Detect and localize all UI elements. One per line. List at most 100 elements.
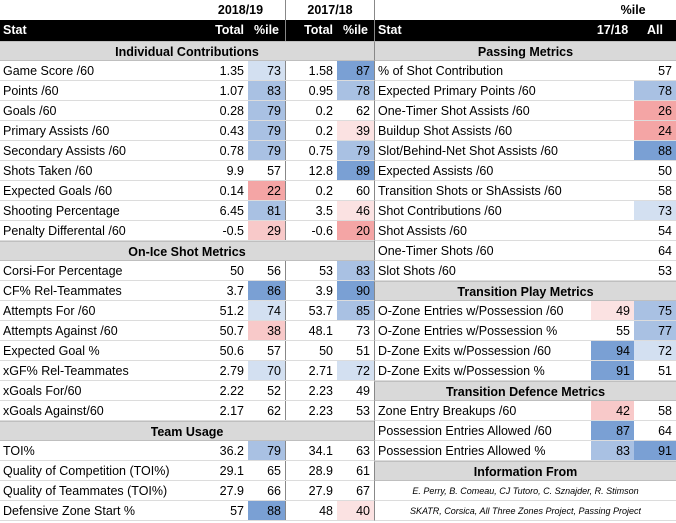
table-row: Defensive Zone Start % 57 88 48 40 [0,501,374,521]
pctile-all: 26 [634,101,676,120]
pctile-2018-19: 83 [248,81,285,100]
section-header: Individual Contributions [0,41,374,61]
table-row: Goals /60 0.28 79 0.2 62 [0,101,374,121]
pctile-all: 58 [658,184,672,198]
table-row: % of Shot Contribution 57 [374,61,676,81]
pctile-all: 64 [658,244,672,258]
pctile-all: 75 [634,301,676,320]
total-2017-18: 27.9 [285,481,337,500]
right-1718-header: 17/18 [596,23,629,37]
total-2018-19: 27.9 [219,484,244,498]
total-2018-19: 1.35 [219,64,244,78]
section-title: Transition Defence Metrics [445,385,606,399]
section-header: Information From [374,461,676,481]
pctile-1718: 91 [591,361,634,380]
pctile-1718 [591,181,634,200]
pctile-2018-19: 52 [267,384,281,398]
pctile-2017-18: 46 [337,201,374,220]
section-header: Passing Metrics [374,41,676,61]
stat-label: Primary Assists /60 [3,124,110,138]
table-row: xGoals Against/60 2.17 62 2.23 53 [0,401,374,421]
pctile-2018-19: 62 [267,404,281,418]
pctile-2017-18: 67 [356,484,370,498]
pctile-all: 54 [658,224,672,238]
stat-label: Expected Goal % [3,344,100,358]
pctile-1718 [591,61,634,80]
pctile-all: 58 [658,404,672,418]
section-header: Transition Defence Metrics [374,381,676,401]
stat-label: Attempts Against /60 [3,324,118,338]
pctile-all: 64 [658,424,672,438]
stat-label: Slot Shots /60 [378,264,456,278]
pctile-2017-18: 87 [337,61,374,80]
right-stat-header: Stat [378,23,402,37]
pctile-1718 [591,241,634,260]
stat-label: Attempts For /60 [3,304,96,318]
total-2018-19: 3.7 [226,284,244,298]
stat-label: Zone Entry Breakups /60 [378,404,517,418]
table-row: xGF% Rel-Teammates 2.79 70 2.71 72 [0,361,374,381]
total-2018-19: 50.6 [219,344,244,358]
total-2017-18: 53 [285,261,337,280]
stat-label: Shots Taken /60 [3,164,93,178]
stat-label: xGF% Rel-Teammates [3,364,129,378]
pctile-1718: 83 [591,441,634,460]
total-2017-18: 53.7 [285,301,337,320]
table-row: Buildup Shot Assists /60 24 [374,121,676,141]
table-row: Shots Taken /60 9.9 57 12.8 89 [0,161,374,181]
stat-label: xGoals Against/60 [3,404,104,418]
total-2018-19: 2.79 [219,364,244,378]
stat-label: One-Timer Shots /60 [378,244,494,258]
left-panel: 2018/19 2017/18 Stat Total %ile Total %i… [0,0,374,521]
table-row: Penalty Differental /60 -0.5 29 -0.6 20 [0,221,374,241]
pctile-all: 50 [658,164,672,178]
total-2017-18: 28.9 [285,461,337,480]
pctile-2017-18: 20 [337,221,374,240]
stat-label: Points /60 [3,84,59,98]
total-2017-18: 0.2 [285,121,337,140]
total-2018-19: 36.2 [219,444,244,458]
pctile-header-1: %ile [253,23,279,37]
stat-label: Expected Goals /60 [3,184,113,198]
pctile-2018-19: 70 [248,361,285,380]
table-row: Shot Assists /60 54 [374,221,676,241]
pctile-2018-19: 79 [248,141,285,160]
pctile-2018-19: 56 [267,264,281,278]
pctile-2017-18: 79 [337,141,374,160]
pctile-2017-18: 63 [356,444,370,458]
table-row: TOI% 36.2 79 34.1 63 [0,441,374,461]
right-panel: %ile Stat 17/18 All Passing Metrics % of … [374,0,676,521]
total-header-1: Total [215,23,244,37]
pctile-1718 [591,81,634,100]
stat-label: Shot Contributions /60 [378,204,502,218]
pctile-1718 [591,221,634,240]
section-title: On-Ice Shot Metrics [128,245,246,259]
pctile-all: 53 [658,264,672,278]
pctile-2017-18: 72 [337,361,374,380]
pctile-1718 [591,141,634,160]
section-header: On-Ice Shot Metrics [0,241,374,261]
stat-label: Slot/Behind-Net Shot Assists /60 [378,144,558,158]
table-row: Secondary Assists /60 0.78 79 0.75 79 [0,141,374,161]
pctile-2017-18: 60 [356,184,370,198]
total-2017-18: 0.2 [285,181,337,200]
stat-label: Possession Entries Allowed % [378,444,546,458]
pctile-all: 73 [634,201,676,220]
total-2018-19: 50.7 [219,324,244,338]
pctile-2017-18: 62 [356,104,370,118]
total-2018-19: -0.5 [222,224,244,238]
right-column-header: Stat 17/18 All [374,20,676,41]
pctile-1718 [591,161,634,180]
stat-label: Game Score /60 [3,64,95,78]
total-2018-19: 0.43 [219,124,244,138]
pctile-1718 [591,121,634,140]
total-2018-19: 6.45 [219,204,244,218]
total-2018-19: 2.17 [219,404,244,418]
credit-line: SKATR, Corsica, All Three Zones Project,… [374,501,676,521]
left-table-body: Individual Contributions Game Score /60 1.… [0,41,374,521]
table-row: Primary Assists /60 0.43 79 0.2 39 [0,121,374,141]
pctile-2017-18: 85 [337,301,374,320]
total-2018-19: 51.2 [219,304,244,318]
right-pctile-header: %ile [620,3,646,17]
section-title: Transition Play Metrics [457,285,594,299]
